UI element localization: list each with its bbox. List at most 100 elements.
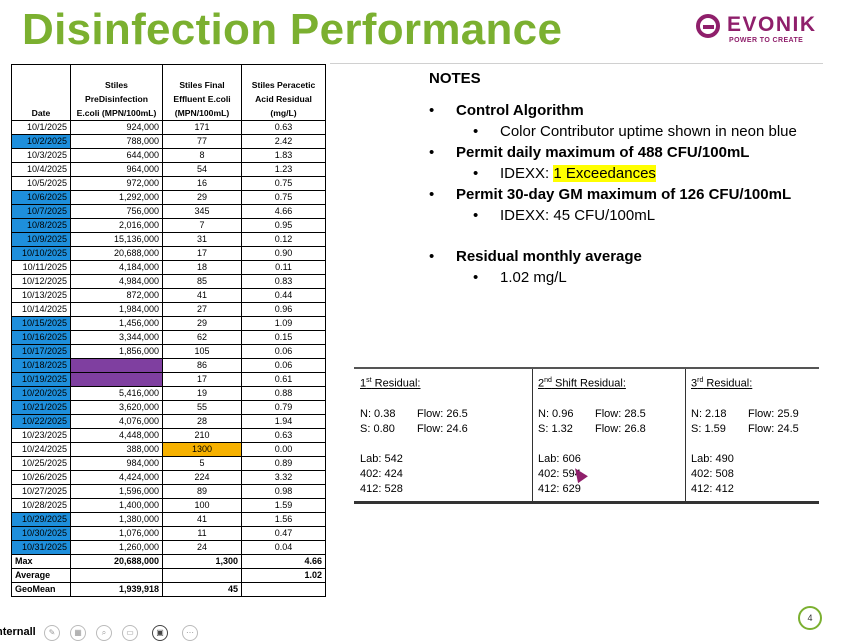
toolbar-label: nternall <box>0 626 36 638</box>
summary-cell-pre <box>70 568 163 583</box>
summary-cell-residual: 1.02 <box>241 568 326 583</box>
residual-heading: 3rd Residual: <box>691 377 753 390</box>
cell-pre-ecoli: 1,984,000 <box>70 302 163 317</box>
cell-final-ecoli: 105 <box>162 344 242 359</box>
cell-residual: 0.06 <box>241 358 326 373</box>
cell-pre-ecoli: 984,000 <box>70 456 163 471</box>
cell-pre-ecoli: 2,016,000 <box>70 218 163 233</box>
cell-date: 10/19/2025 <box>11 372 71 387</box>
col-header-pre: Stiles PreDisinfection E.coli (MPN/100mL) <box>70 64 163 121</box>
table-row: 10/26/2025 4,424,000 224 3.32 <box>11 470 326 485</box>
cell-final-ecoli: 29 <box>162 190 242 205</box>
cell-date: 10/12/2025 <box>11 274 71 289</box>
summary-cell-final: 45 <box>162 582 242 597</box>
cell-date: 10/24/2025 <box>11 442 71 457</box>
note-residual-avg: Residual monthly average <box>429 246 829 267</box>
cell-pre-ecoli: 644,000 <box>70 148 163 163</box>
summary-cell-label: Average <box>11 568 71 583</box>
exceedance-highlight: 1 Exceedances <box>553 165 656 182</box>
cell-residual: 2.42 <box>241 134 326 149</box>
cell-residual: 0.83 <box>241 274 326 289</box>
cell-date: 10/26/2025 <box>11 470 71 485</box>
table-row: 10/12/2025 4,984,000 85 0.83 <box>11 274 326 289</box>
cell-date: 10/30/2025 <box>11 526 71 541</box>
cell-pre-ecoli: 1,596,000 <box>70 484 163 499</box>
cell-residual: 1.56 <box>241 512 326 527</box>
cell-date: 10/4/2025 <box>11 162 71 177</box>
cell-residual: 0.06 <box>241 344 326 359</box>
cell-final-ecoli: 224 <box>162 470 242 485</box>
subtitles-icon[interactable]: ▭ <box>122 625 138 641</box>
table-row: 10/4/2025 964,000 54 1.23 <box>11 162 326 177</box>
summary-cell-residual: 4.66 <box>241 554 326 569</box>
cell-pre-ecoli: 1,456,000 <box>70 316 163 331</box>
cell-date: 10/1/2025 <box>11 120 71 135</box>
cell-pre-ecoli: 924,000 <box>70 120 163 135</box>
camera-icon[interactable]: ▣ <box>152 625 168 641</box>
cell-pre-ecoli: 1,856,000 <box>70 344 163 359</box>
cell-final-ecoli: 41 <box>162 288 242 303</box>
cell-pre-ecoli: 1,260,000 <box>70 540 163 555</box>
table-row: 10/11/2025 4,184,000 18 0.11 <box>11 260 326 275</box>
cell-pre-ecoli: 788,000 <box>70 134 163 149</box>
summary-cell-residual <box>241 582 326 597</box>
residual-heading: 1st Residual: <box>360 377 421 390</box>
cell-date: 10/6/2025 <box>11 190 71 205</box>
cell-residual: 1.23 <box>241 162 326 177</box>
cell-pre-ecoli: 20,688,000 <box>70 246 163 261</box>
note-permit-daily: Permit daily maximum of 488 CFU/100mL <box>429 142 829 163</box>
cell-date: 10/13/2025 <box>11 288 71 303</box>
table-row: 10/17/2025 1,856,000 105 0.06 <box>11 344 326 359</box>
cell-final-ecoli: 17 <box>162 372 242 387</box>
table-row: 10/29/2025 1,380,000 41 1.56 <box>11 512 326 527</box>
pen-icon[interactable]: ✎ <box>44 625 60 641</box>
cell-date: 10/5/2025 <box>11 176 71 191</box>
note-residual-value: 1.02 mg/L <box>429 267 829 288</box>
table-row: 10/27/2025 1,596,000 89 0.98 <box>11 484 326 499</box>
summary-row: GeoMean 1,939,918 45 <box>11 582 326 597</box>
presenter-toolbar: nternall ✎ ▦ ⌕ ▭ ▣ ⋯ <box>0 623 210 641</box>
cell-residual: 0.15 <box>241 330 326 345</box>
cell-date: 10/25/2025 <box>11 456 71 471</box>
more-options-icon[interactable]: ⋯ <box>182 625 198 641</box>
table-row: 10/7/2025 756,000 345 4.66 <box>11 204 326 219</box>
cell-pre-ecoli: 1,380,000 <box>70 512 163 527</box>
slides-grid-icon[interactable]: ▦ <box>70 625 86 641</box>
cell-date: 10/21/2025 <box>11 400 71 415</box>
cell-residual: 0.11 <box>241 260 326 275</box>
table-row: 10/15/2025 1,456,000 29 1.09 <box>11 316 326 331</box>
cell-final-ecoli: 54 <box>162 162 242 177</box>
note-color-contributor: Color Contributor uptime shown in neon b… <box>429 121 829 142</box>
cell-date: 10/27/2025 <box>11 484 71 499</box>
table-row: 10/6/2025 1,292,000 29 0.75 <box>11 190 326 205</box>
summary-cell-pre: 20,688,000 <box>70 554 163 569</box>
note-idexx-daily: IDEXX: 1 Exceedances <box>429 163 829 184</box>
col-header-final: Stiles Final Effluent E.coli (MPN/100mL) <box>162 64 242 121</box>
cell-pre-ecoli: 15,136,000 <box>70 232 163 247</box>
cell-pre-ecoli: 388,000 <box>70 442 163 457</box>
note-control-algorithm: Control Algorithm <box>429 100 829 121</box>
table-row: 10/9/2025 15,136,000 31 0.12 <box>11 232 326 247</box>
summary-row: Max 20,688,000 1,300 4.66 <box>11 554 326 569</box>
cell-residual: 0.61 <box>241 372 326 387</box>
summary-cell-label: Max <box>11 554 71 569</box>
col-header-date: Date <box>11 64 71 121</box>
cell-date: 10/2/2025 <box>11 134 71 149</box>
cell-pre-ecoli: 4,076,000 <box>70 414 163 429</box>
table-row: 10/18/2025 86 0.06 <box>11 358 326 373</box>
table-row: 10/2/2025 788,000 77 2.42 <box>11 134 326 149</box>
zoom-icon[interactable]: ⌕ <box>96 625 112 641</box>
cell-final-ecoli: 28 <box>162 414 242 429</box>
table-row: 10/13/2025 872,000 41 0.44 <box>11 288 326 303</box>
cell-residual: 0.63 <box>241 120 326 135</box>
cell-pre-ecoli: 4,424,000 <box>70 470 163 485</box>
cell-pre-ecoli <box>70 358 163 373</box>
cell-date: 10/7/2025 <box>11 204 71 219</box>
cell-final-ecoli: 171 <box>162 120 242 135</box>
table-row: 10/25/2025 984,000 5 0.89 <box>11 456 326 471</box>
cell-residual: 4.66 <box>241 204 326 219</box>
cell-pre-ecoli: 972,000 <box>70 176 163 191</box>
cell-pre-ecoli <box>70 372 163 387</box>
table-row: 10/10/2025 20,688,000 17 0.90 <box>11 246 326 261</box>
cell-date: 10/14/2025 <box>11 302 71 317</box>
